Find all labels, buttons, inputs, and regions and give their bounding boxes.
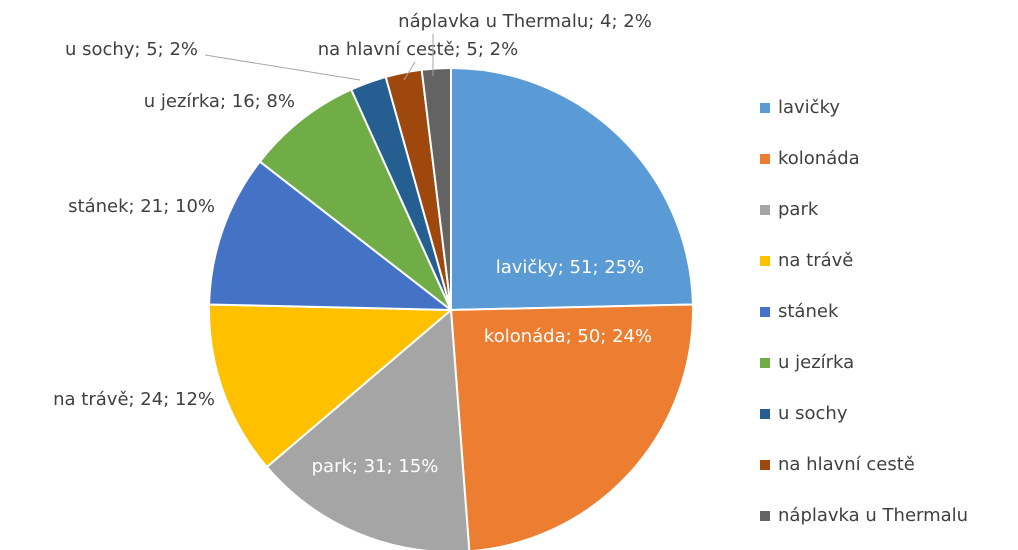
data-label: u jezírka; 16; 8%: [144, 91, 295, 112]
leader-line: [204, 54, 361, 81]
pie-slice: [208, 160, 455, 312]
legend-swatch: [760, 103, 770, 113]
legend-label: náplavka u Thermalu: [778, 505, 968, 526]
data-label: na trávě; 24; 12%: [53, 389, 215, 410]
pie-slice: [420, 66, 452, 311]
data-label: lavičky; 51; 25%: [496, 257, 645, 278]
pie-slice: [208, 303, 454, 469]
pie-slice: [449, 303, 694, 550]
pie-slice: [450, 66, 694, 312]
legend-swatch: [760, 205, 770, 215]
data-label: u sochy; 5; 2%: [65, 39, 198, 60]
leader-line: [403, 61, 416, 81]
legend-label: kolonáda: [778, 148, 860, 169]
legend-label: stánek: [778, 301, 839, 322]
data-label: stánek; 21; 10%: [68, 196, 215, 217]
data-label: kolonáda; 50; 24%: [484, 326, 652, 347]
legend-swatch: [760, 409, 770, 419]
legend-swatch: [760, 460, 770, 470]
legend-swatch: [760, 511, 770, 521]
legend-label: lavičky: [778, 97, 840, 118]
legend-swatch: [760, 307, 770, 317]
legend-swatch: [760, 154, 770, 164]
legend-swatch: [760, 358, 770, 368]
legend-label: na hlavní cestě: [778, 454, 915, 475]
legend-label: u jezírka: [778, 352, 854, 373]
legend-label: park: [778, 199, 819, 220]
legend-label: na trávě: [778, 250, 853, 271]
legend-swatch: [760, 256, 770, 266]
pie-slice: [265, 307, 471, 550]
data-label: park; 31; 15%: [312, 456, 439, 477]
data-label: náplavka u Thermalu; 4; 2%: [398, 11, 652, 32]
pie-slice: [258, 88, 452, 311]
legend-label: u sochy: [778, 403, 848, 424]
data-label: na hlavní cestě; 5; 2%: [318, 39, 518, 60]
